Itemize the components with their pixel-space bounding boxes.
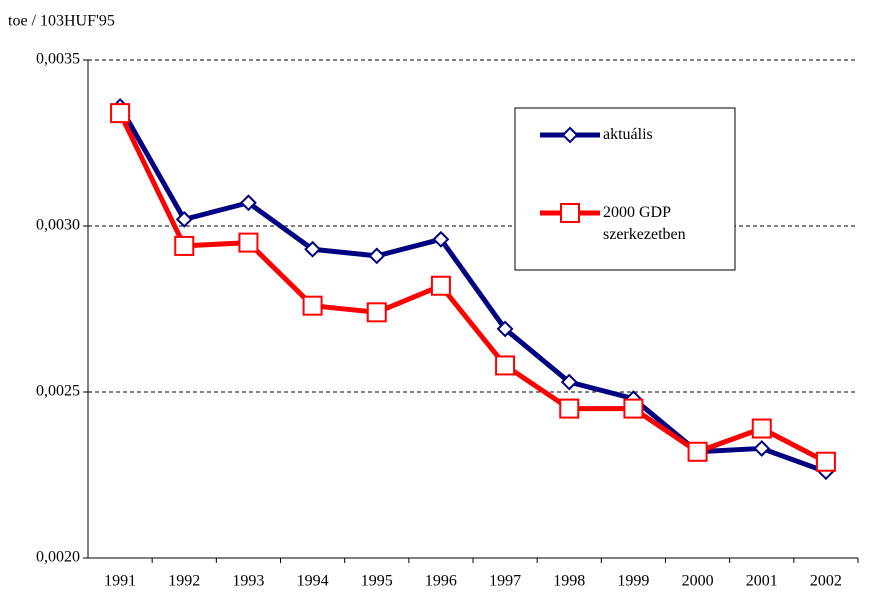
x-tick-label: 1997 xyxy=(489,573,521,590)
data-point xyxy=(238,232,259,253)
x-tick-label: 1995 xyxy=(361,573,393,590)
data-point xyxy=(304,240,321,258)
y-tick-label: 0,0025 xyxy=(36,383,80,400)
data-point xyxy=(495,355,516,376)
x-tick-label: 1999 xyxy=(617,573,649,590)
x-tick-label: 1998 xyxy=(553,573,585,590)
data-point xyxy=(240,194,257,212)
x-tick-label: 1994 xyxy=(297,573,329,590)
data-point xyxy=(687,441,708,462)
x-tick-label: 1993 xyxy=(232,573,264,590)
y-tick-label: 0,0020 xyxy=(36,549,80,566)
x-tick-label: 2000 xyxy=(682,573,714,590)
data-point xyxy=(366,302,387,323)
data-point xyxy=(174,235,195,256)
data-point xyxy=(368,247,386,265)
data-point xyxy=(815,451,836,472)
data-point xyxy=(496,320,514,338)
y-tick-label: 0,0035 xyxy=(36,51,80,68)
series-line xyxy=(117,105,827,475)
legend-label: aktuális xyxy=(603,126,653,143)
legend-marker xyxy=(561,126,579,144)
data-point xyxy=(560,373,578,391)
data-point xyxy=(110,103,131,124)
series-line xyxy=(117,112,828,464)
x-tick-label: 2001 xyxy=(746,573,778,590)
legend-label: 2000 GDP szerkezetben xyxy=(603,204,686,243)
data-point xyxy=(751,418,772,439)
data-point xyxy=(430,275,451,296)
data-point xyxy=(559,398,580,419)
data-point xyxy=(623,398,644,419)
y-axis-label: toe / 103HUF'95 xyxy=(8,13,115,30)
y-tick-label: 0,0030 xyxy=(36,217,80,234)
x-tick-label: 1991 xyxy=(104,573,136,590)
legend-marker xyxy=(560,203,580,223)
data-point xyxy=(175,210,193,228)
x-tick-label: 1992 xyxy=(168,573,200,590)
x-tick-label: 1996 xyxy=(425,573,457,590)
data-point xyxy=(432,230,450,248)
data-point xyxy=(753,440,771,457)
x-tick-label: 2002 xyxy=(810,573,842,590)
data-point xyxy=(302,295,323,316)
